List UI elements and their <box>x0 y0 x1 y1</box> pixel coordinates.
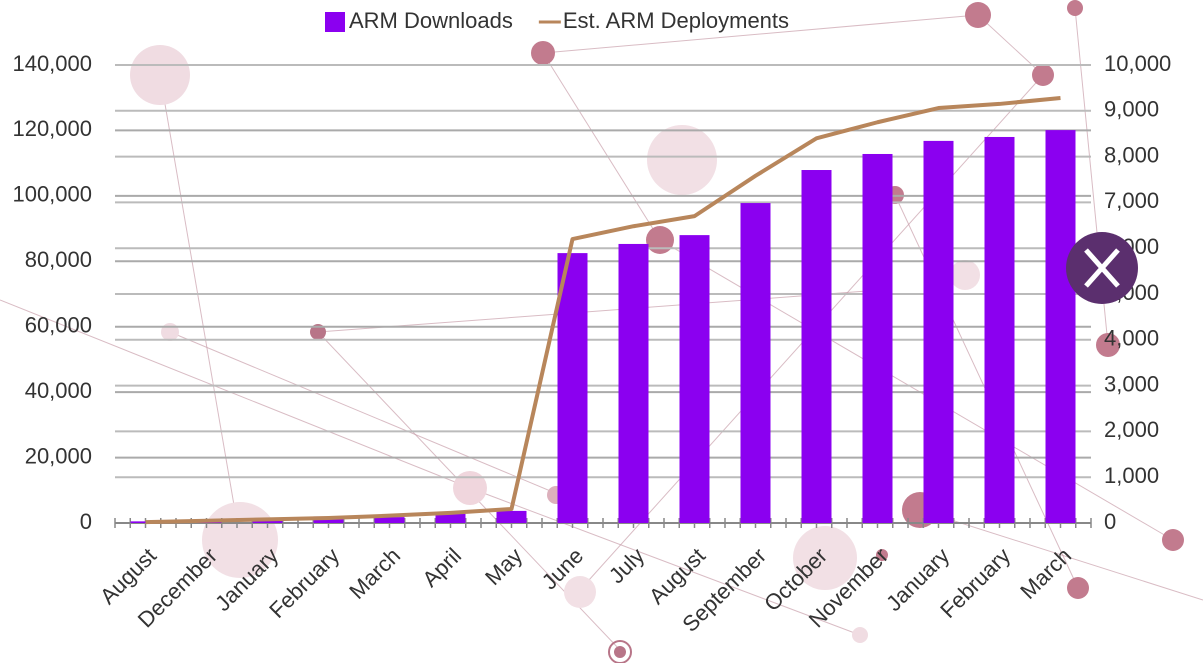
bar <box>923 140 954 523</box>
y-tick-label: 80,000 <box>25 247 92 272</box>
bar <box>801 170 832 523</box>
x-tick-label: April <box>417 543 466 592</box>
legend-swatch <box>325 12 345 32</box>
bar <box>1045 130 1076 523</box>
y-tick-label: 0 <box>80 509 92 534</box>
bar <box>130 521 161 523</box>
y-tick-label: 120,000 <box>12 116 92 141</box>
y-tick-label: 40,000 <box>25 378 92 403</box>
legend-label: Est. ARM Deployments <box>563 8 789 33</box>
y2-tick-label: 2,000 <box>1104 417 1159 442</box>
x-tick-label: July <box>604 543 649 588</box>
y2-tick-label: 10,000 <box>1104 51 1171 76</box>
y2-tick-label: 4,000 <box>1104 326 1159 351</box>
bar <box>618 243 649 523</box>
y-tick-label: 60,000 <box>25 313 92 338</box>
x-tick-label: May <box>480 543 527 590</box>
y2-tick-label: 3,000 <box>1104 371 1159 396</box>
y-tick-label: 20,000 <box>25 443 92 468</box>
bar <box>679 235 710 523</box>
y-tick-label: 100,000 <box>12 182 92 207</box>
bar <box>435 513 466 523</box>
bar <box>557 253 588 523</box>
bar <box>862 153 893 524</box>
y2-tick-label: 7,000 <box>1104 188 1159 213</box>
bar <box>374 517 405 523</box>
y2-tick-label: 1,000 <box>1104 463 1159 488</box>
legend-label: ARM Downloads <box>349 8 513 33</box>
y2-tick-label: 0 <box>1104 509 1116 534</box>
y2-tick-label: 8,000 <box>1104 142 1159 167</box>
bar <box>740 203 771 523</box>
y2-tick-label: 9,000 <box>1104 97 1159 122</box>
bar <box>984 136 1015 523</box>
line <box>145 95 1061 525</box>
bar <box>496 510 527 523</box>
x-tick-label: March <box>344 543 405 604</box>
x-tick-label: March <box>1015 543 1076 604</box>
y-tick-label: 140,000 <box>12 51 92 76</box>
x-logo <box>1066 232 1138 304</box>
